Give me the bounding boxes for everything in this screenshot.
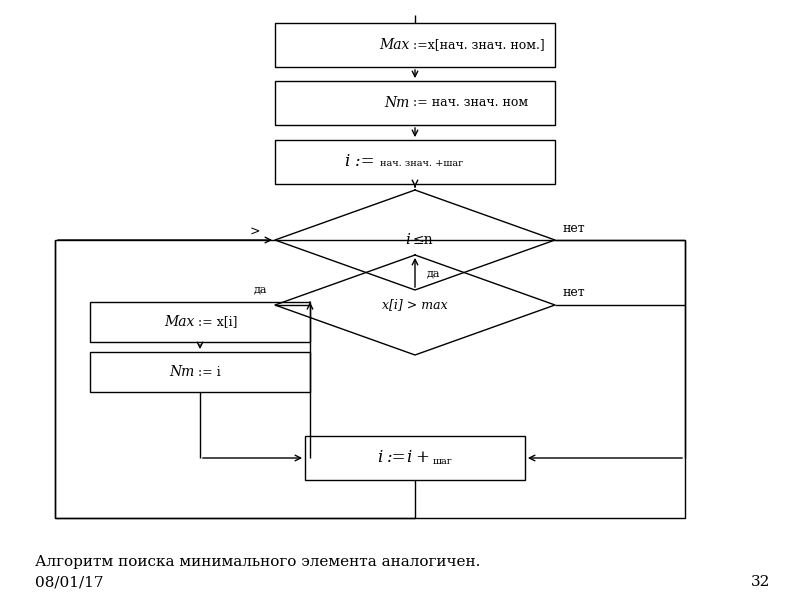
Text: := нач. знач. ном: := нач. знач. ном — [413, 97, 528, 109]
Text: да: да — [427, 268, 441, 278]
Text: x[i] > max: x[i] > max — [382, 298, 448, 311]
Bar — [90, 352, 310, 392]
Text: :=: := — [355, 154, 380, 170]
Text: нет: нет — [563, 221, 586, 235]
Bar — [90, 302, 310, 342]
Text: да: да — [254, 284, 267, 294]
Text: := i: := i — [198, 365, 221, 379]
Text: i: i — [406, 449, 412, 467]
Text: := x[i]: := x[i] — [198, 316, 238, 329]
Text: 32: 32 — [750, 575, 770, 589]
Bar — [305, 436, 525, 480]
Text: нач. знач. +шаг: нач. знач. +шаг — [380, 160, 463, 169]
Text: :=: := — [387, 449, 406, 467]
Bar — [55, 240, 685, 518]
Text: 08/01/17: 08/01/17 — [35, 575, 103, 589]
Text: Max: Max — [165, 315, 195, 329]
Bar — [275, 81, 555, 125]
Text: i: i — [345, 154, 350, 170]
Text: i: i — [405, 233, 410, 247]
Text: Nm: Nm — [170, 365, 195, 379]
Text: Алгоритм поиска минимального элемента аналогичен.: Алгоритм поиска минимального элемента ан… — [35, 555, 480, 569]
Text: Nm: Nm — [385, 96, 410, 110]
Bar — [275, 23, 555, 67]
Text: i: i — [378, 449, 383, 467]
Text: >: > — [250, 226, 260, 238]
Text: Max: Max — [380, 38, 410, 52]
Bar — [275, 140, 555, 184]
Text: нет: нет — [563, 286, 586, 299]
Text: +: + — [415, 449, 429, 467]
Text: ≤n: ≤n — [413, 233, 434, 247]
Text: :=x[нач. знач. ном.]: :=x[нач. знач. ном.] — [413, 38, 545, 52]
Text: шаг: шаг — [433, 457, 453, 467]
